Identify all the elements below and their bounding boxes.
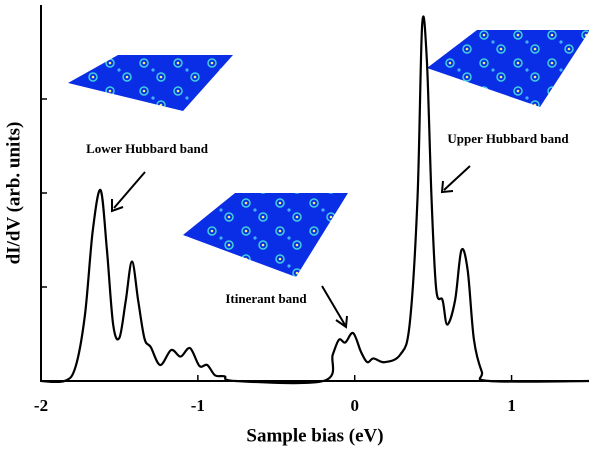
y-axis-label: dI/dV (arb. units) — [3, 122, 24, 265]
x-tick-label: -1 — [191, 396, 205, 415]
arrow — [444, 166, 470, 190]
lower-inset — [68, 55, 233, 111]
chart: Lower Hubbard band Upper Hubbard band It… — [0, 0, 589, 453]
upper-inset — [427, 30, 589, 107]
x-tick-label: -2 — [34, 396, 48, 415]
x-axis-label: Sample bias (eV) — [246, 425, 383, 446]
x-tick-label: 1 — [507, 396, 516, 415]
arrow — [322, 286, 345, 325]
annotation: Upper Hubbard band — [447, 131, 569, 146]
annotation: Itinerant band — [225, 291, 307, 306]
x-tick-label: 0 — [350, 396, 359, 415]
arrow — [114, 172, 145, 208]
itinerant-inset — [183, 193, 348, 277]
annotation: Lower Hubbard band — [86, 141, 209, 156]
